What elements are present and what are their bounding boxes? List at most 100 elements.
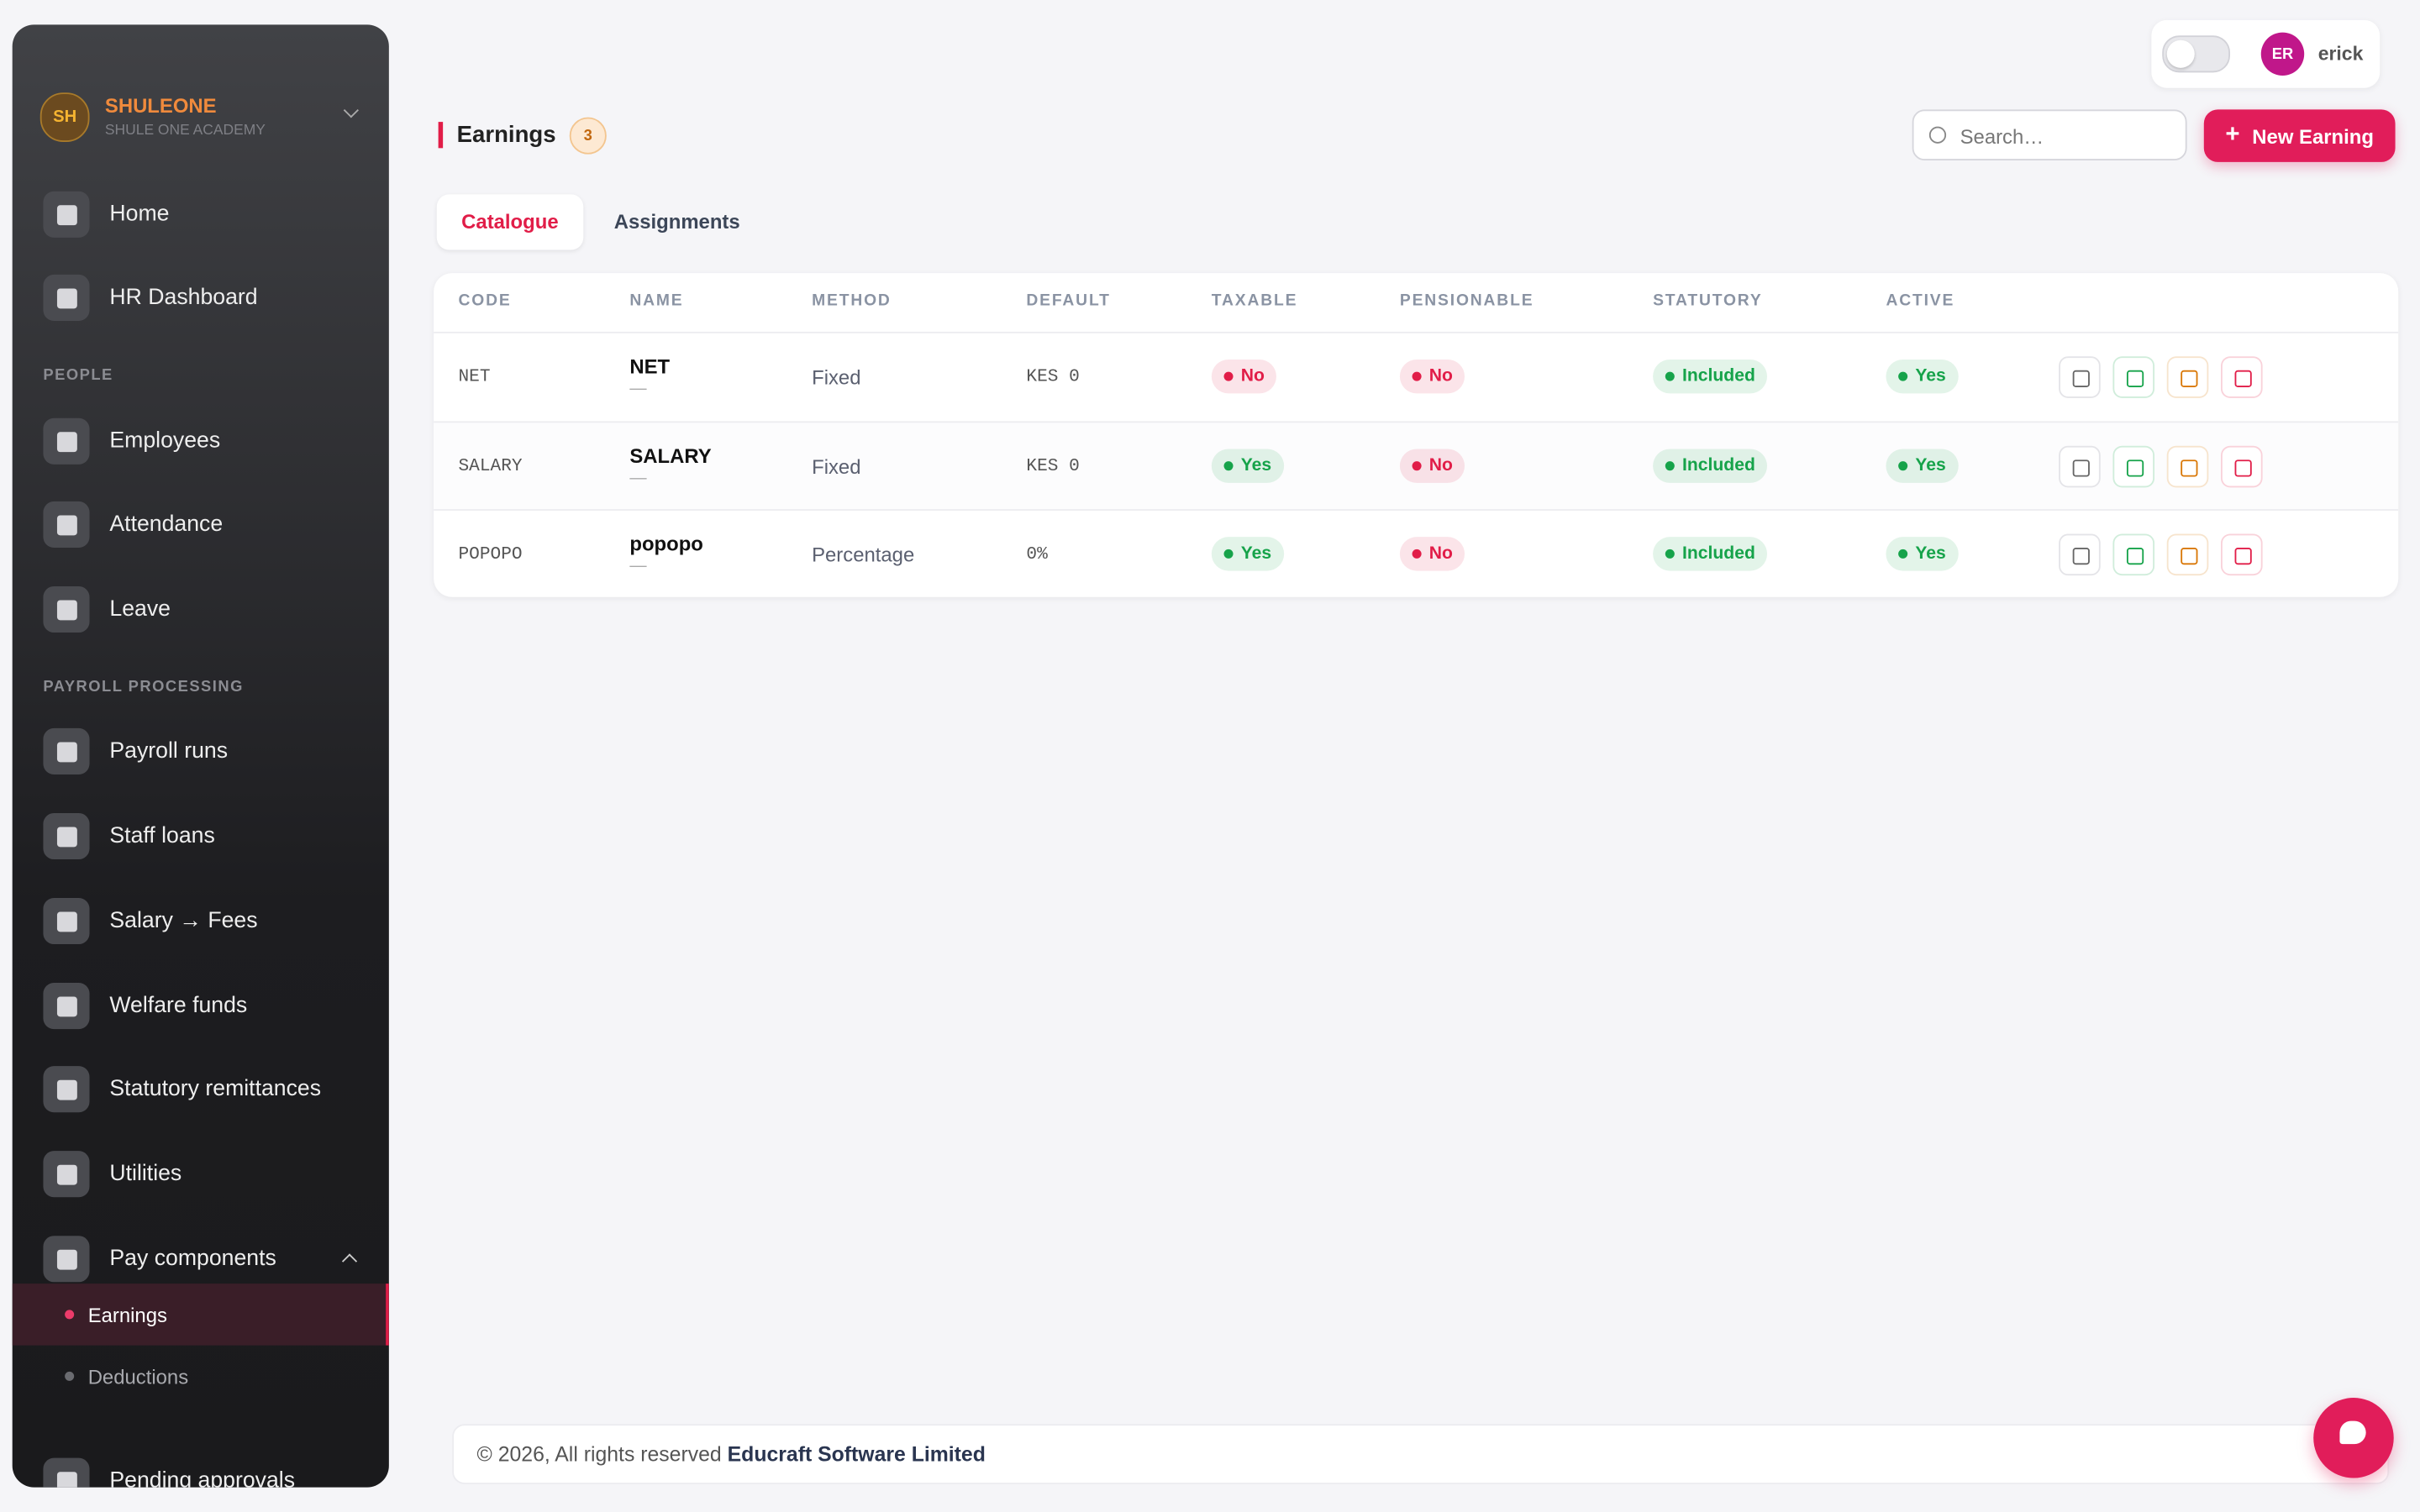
new-button[interactable]: + New Earning <box>2203 109 2396 162</box>
nav-dot <box>65 1310 75 1320</box>
status-text: Yes <box>1915 367 1946 386</box>
nav-dot <box>65 1371 75 1381</box>
action-button[interactable] <box>2112 533 2155 576</box>
status-text: Yes <box>1915 544 1946 564</box>
status-dot <box>1412 460 1422 470</box>
action-button[interactable] <box>2059 533 2101 576</box>
nav-item[interactable]: Employees <box>43 417 220 465</box>
action-button[interactable] <box>2112 444 2155 487</box>
sidebar: SH SHULEONE SHULE ONE ACADEMY Home HR Das… <box>12 24 389 1488</box>
action-button[interactable] <box>2221 356 2263 398</box>
status-text: Yes <box>1240 544 1272 564</box>
nav-item[interactable]: HR Dashboard <box>43 274 258 322</box>
tab[interactable]: Assignments <box>613 209 740 234</box>
action-button[interactable] <box>2166 533 2209 576</box>
cell-default: KES 0 <box>1026 455 1080 476</box>
nav-label: Leave <box>109 596 171 622</box>
user-name[interactable]: erick <box>2317 43 2364 66</box>
nav-label: Staff loans <box>109 823 215 849</box>
status-dot <box>1223 549 1234 559</box>
glyph <box>56 287 76 308</box>
action-icon <box>2234 548 2252 565</box>
chat-button[interactable] <box>2313 1398 2394 1478</box>
nav-label: Home <box>109 202 170 227</box>
theme-toggle[interactable] <box>2162 35 2231 73</box>
search-icon <box>1928 126 1947 144</box>
status-dot <box>1898 371 1908 381</box>
tab[interactable]: Catalogue <box>436 194 583 250</box>
status-dot <box>1898 549 1908 559</box>
action-icon <box>2234 370 2252 388</box>
action-button[interactable] <box>2166 356 2209 398</box>
glyph <box>56 1248 76 1269</box>
nav-item[interactable]: Statutory remittances <box>43 1066 321 1113</box>
nav-item[interactable]: Utilities <box>43 1151 182 1198</box>
status-text: Yes <box>1915 455 1946 475</box>
status-dot <box>1665 460 1675 470</box>
status-text: No <box>1240 367 1265 386</box>
glyph <box>56 431 76 452</box>
glyph <box>56 741 76 762</box>
column-header: ACTIVE <box>1886 291 1955 311</box>
column-header: STATUTORY <box>1653 291 1763 311</box>
row-actions <box>2059 533 2275 583</box>
action-button[interactable] <box>2221 533 2263 576</box>
table-row: NET NET — Fixed KES 0 No No Included Yes <box>434 331 2399 422</box>
nav-item[interactable]: Pending approvals <box>43 1457 295 1488</box>
action-icon <box>2126 459 2144 476</box>
nav-item[interactable]: Payroll runs <box>43 727 228 775</box>
status-pill: Included <box>1653 448 1768 482</box>
action-button[interactable] <box>2059 356 2101 398</box>
glyph <box>56 1471 76 1488</box>
nav-label: HR Dashboard <box>109 285 258 311</box>
status-pill: No <box>1399 359 1465 394</box>
action-button[interactable] <box>2059 444 2101 487</box>
action-button[interactable] <box>2112 356 2155 398</box>
search-box[interactable]: Search… <box>1912 109 2187 161</box>
status-dot <box>1223 371 1234 381</box>
cell-note: — <box>629 557 647 576</box>
column-header: PENSIONABLE <box>1399 291 1534 311</box>
glyph <box>56 204 76 225</box>
nav-icon <box>43 274 90 322</box>
footer: © 2026, All rights reserved Educraft Sof… <box>452 1424 2390 1484</box>
status-text: Yes <box>1240 455 1272 475</box>
column-header: TAXABLE <box>1211 291 1298 311</box>
nav-label: Pay components <box>109 1247 276 1272</box>
nav-chevron[interactable] <box>341 1253 358 1269</box>
nav-icon <box>43 417 90 465</box>
nav-item[interactable]: Leave <box>43 585 171 633</box>
action-button[interactable] <box>2221 444 2263 487</box>
cell-default: 0% <box>1026 544 1048 565</box>
status-dot <box>1412 549 1422 559</box>
brand-chevron[interactable] <box>343 102 359 118</box>
nav-icon <box>43 501 90 549</box>
status-text: Included <box>1682 367 1755 386</box>
glyph <box>56 514 76 535</box>
status-dot <box>1412 371 1422 381</box>
nav-item[interactable]: Welfare funds <box>43 982 247 1030</box>
nav-item[interactable]: Salary → Fees <box>43 897 258 945</box>
action-icon <box>2181 370 2198 388</box>
status-text: Included <box>1682 455 1755 475</box>
glyph <box>56 995 76 1016</box>
cell-method: Fixed <box>812 365 861 389</box>
cell-note: — <box>629 468 647 487</box>
user-avatar[interactable]: ER <box>2260 32 2305 76</box>
action-icon <box>2234 459 2252 476</box>
nav-subitem[interactable]: Deductions <box>13 1346 389 1407</box>
column-header: CODE <box>458 291 512 311</box>
nav-item[interactable]: Pay components <box>43 1236 276 1283</box>
action-icon <box>2126 548 2144 565</box>
nav-subitem[interactable]: Earnings <box>12 1284 389 1346</box>
action-button[interactable] <box>2166 444 2209 487</box>
nav-icon <box>43 1457 90 1488</box>
nav-item[interactable]: Home <box>43 191 170 238</box>
status-pill: Yes <box>1211 537 1284 571</box>
nav-sublabel: Earnings <box>87 1303 167 1326</box>
glyph <box>56 1163 76 1184</box>
nav-item[interactable]: Attendance <box>43 501 223 549</box>
nav-item[interactable]: Staff loans <box>43 812 215 860</box>
